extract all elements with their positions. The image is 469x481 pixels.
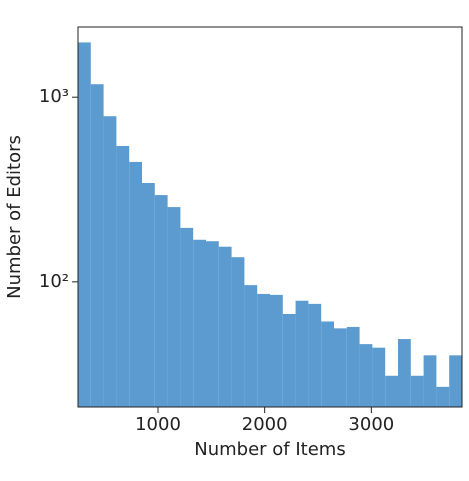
bar — [423, 355, 437, 407]
x-axis-label: Number of Items — [194, 439, 345, 460]
plot-frame — [77, 26, 463, 408]
bar — [231, 257, 245, 407]
bar — [142, 183, 155, 407]
bar — [270, 294, 283, 407]
y-tick-label: 10³ — [39, 86, 69, 107]
bar — [103, 116, 117, 408]
x-tick-label: 1000 — [135, 414, 181, 435]
bar — [359, 344, 373, 407]
bar — [436, 386, 450, 407]
bar — [129, 161, 142, 407]
x-tick-label: 3000 — [348, 414, 394, 435]
y-tick-label: 10² — [39, 271, 69, 292]
bar — [334, 328, 347, 407]
bar — [449, 355, 462, 407]
bar — [257, 293, 270, 407]
bar — [321, 321, 334, 407]
bar — [385, 375, 398, 407]
bar — [308, 303, 322, 407]
bar — [410, 375, 424, 407]
bar — [193, 239, 206, 407]
bar — [78, 42, 91, 407]
bar — [90, 84, 104, 408]
bar — [218, 246, 232, 407]
x-tick-label: 2000 — [242, 414, 288, 435]
bar — [180, 227, 194, 407]
bar — [167, 207, 181, 407]
bar — [282, 313, 296, 407]
bar — [372, 347, 386, 407]
bar — [346, 326, 360, 407]
bar — [398, 339, 411, 407]
y-axis-label: Number of Editors — [4, 135, 25, 299]
bar — [244, 285, 258, 407]
bar — [206, 241, 219, 407]
bar — [295, 300, 309, 407]
bar — [116, 146, 130, 408]
bar — [154, 195, 168, 407]
